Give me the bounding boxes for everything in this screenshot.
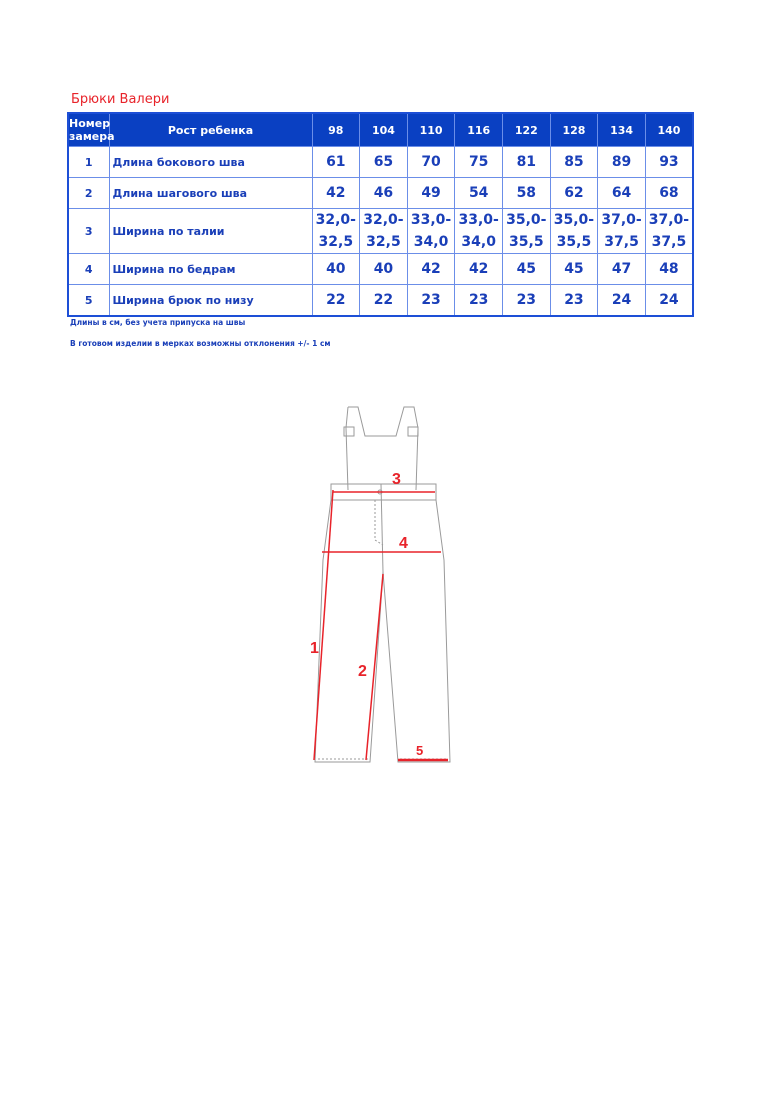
size-value: 85 [549, 146, 599, 178]
header-num: Номер замера [67, 112, 115, 147]
table-header-row: Номер замера Рост ребенка 98 104 110 116 122… [67, 112, 694, 147]
size-value: 45 [502, 253, 551, 285]
row-description: Ширина по бедрам [108, 253, 313, 285]
header-size: 122 [502, 112, 551, 147]
size-value: 35,0- 35,5 [549, 208, 599, 254]
size-value: 23 [502, 284, 551, 317]
size-value: 23 [454, 284, 503, 317]
size-value: 81 [502, 146, 551, 178]
table-row: 3 Ширина по талии 32,0- 32,5 32,0- 32,5 33,0… [67, 208, 694, 254]
header-size: 128 [549, 112, 599, 147]
size-value: 37,0- 37,5 [597, 208, 646, 254]
arrow-1 [313, 489, 334, 761]
table-row: 5 Ширина брюк по низу 22 22 23 23 23 23 24 24 [67, 284, 694, 317]
label-3: 3 [392, 471, 401, 488]
size-value: 32,0- 32,5 [359, 208, 408, 254]
measurement-labels: 1 2 3 4 5 [310, 471, 423, 758]
header-size: 134 [597, 112, 646, 147]
header-size: 110 [406, 112, 456, 147]
size-value: 58 [502, 177, 551, 209]
table-row: 2 Длина шагового шва 42 46 49 54 58 62 64 68 [67, 177, 694, 209]
size-value: 24 [597, 284, 646, 317]
size-value: 33,0- 34,0 [406, 208, 456, 254]
row-description: Длина бокового шва [108, 146, 313, 178]
size-table: Номер замера Рост ребенка 98 104 110 116 122… [67, 112, 694, 317]
size-value: 42 [406, 253, 456, 285]
header-size: 98 [311, 112, 361, 147]
size-value: 33,0- 34,0 [454, 208, 503, 254]
note-tolerance: В готовом изделии в мерках возможны откл… [70, 339, 331, 348]
size-value: 23 [406, 284, 456, 317]
row-number: 4 [67, 253, 110, 285]
header-size: 104 [359, 112, 408, 147]
size-value: 93 [644, 146, 694, 178]
label-4: 4 [399, 535, 408, 552]
product-title: Брюки Валери [71, 92, 170, 107]
arrow-2 [365, 573, 384, 761]
size-value: 68 [644, 177, 694, 209]
size-value: 24 [644, 284, 694, 317]
row-description: Длина шагового шва [108, 177, 313, 209]
label-1: 1 [310, 640, 319, 657]
size-value: 22 [359, 284, 408, 317]
size-value: 22 [311, 284, 361, 317]
row-description: Ширина брюк по низу [108, 284, 313, 317]
size-value: 61 [311, 146, 361, 178]
table-row: 4 Ширина по бедрам 40 40 42 42 45 45 47 48 [67, 253, 694, 285]
size-value: 49 [406, 177, 456, 209]
size-value: 62 [549, 177, 599, 209]
size-value: 40 [311, 253, 361, 285]
note-lengths: Длины в см, без учета припуска на швы [70, 318, 246, 327]
header-size: 116 [454, 112, 503, 147]
size-value: 75 [454, 146, 503, 178]
size-value: 70 [406, 146, 456, 178]
size-value: 64 [597, 177, 646, 209]
row-number: 3 [67, 208, 110, 254]
size-value: 47 [597, 253, 646, 285]
row-description: Ширина по талии [108, 208, 313, 254]
size-value: 37,0- 37,5 [644, 208, 694, 254]
measurement-arrows [313, 489, 448, 762]
table-row: 1 Длина бокового шва 61 65 70 75 81 85 89 93 [67, 146, 694, 178]
size-value: 48 [644, 253, 694, 285]
size-value: 45 [549, 253, 599, 285]
header-size: 140 [644, 112, 694, 147]
size-value: 54 [454, 177, 503, 209]
label-5: 5 [416, 743, 423, 758]
label-2: 2 [358, 663, 367, 680]
size-value: 42 [311, 177, 361, 209]
size-value: 40 [359, 253, 408, 285]
